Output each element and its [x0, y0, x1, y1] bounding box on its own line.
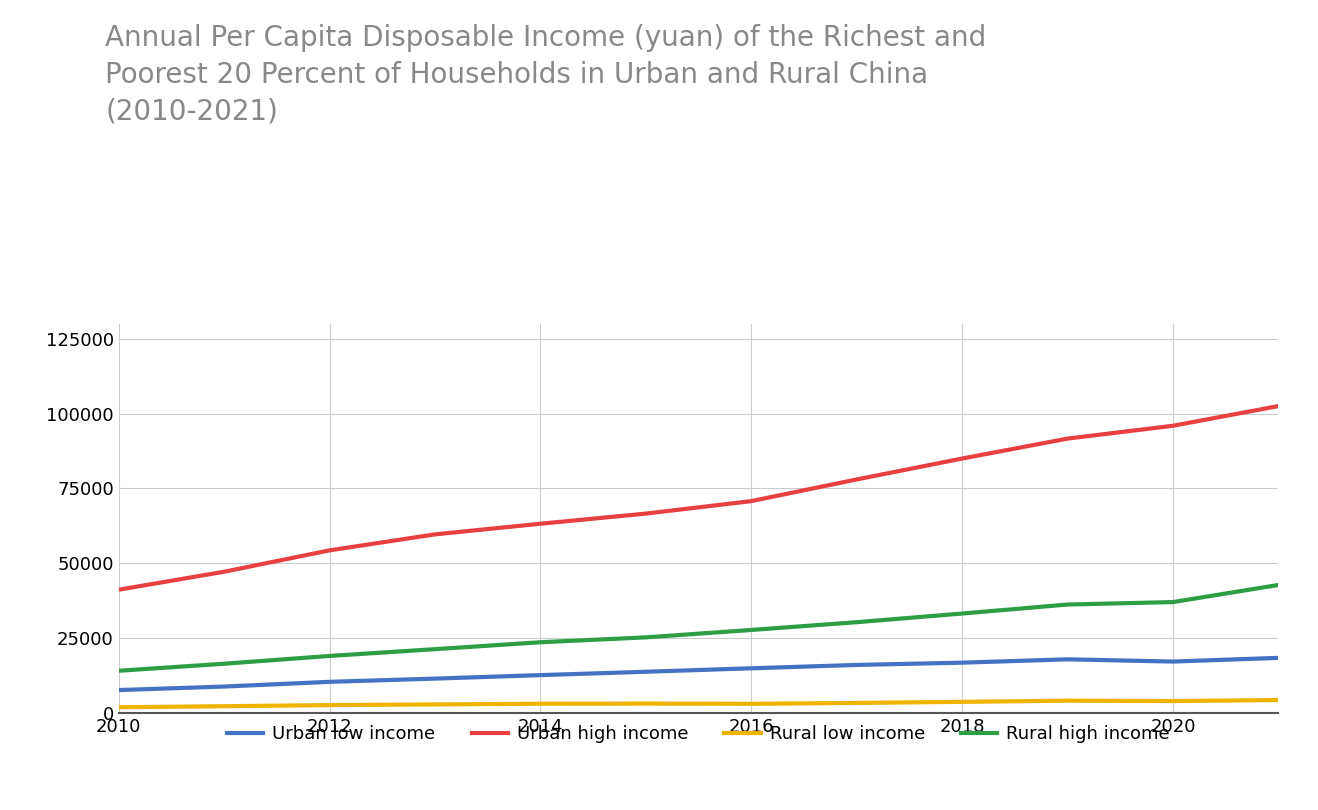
- Urban low income: [849, 660, 865, 670]
- Rural high income: [427, 644, 443, 654]
- Rural low income: [427, 700, 443, 710]
- Urban high income: [849, 475, 865, 484]
- Rural low income: [743, 699, 759, 709]
- Line: Urban low income: Urban low income: [119, 658, 1278, 690]
- Rural low income: [638, 699, 654, 709]
- Urban low income: [638, 667, 654, 676]
- Urban low income: [111, 685, 127, 695]
- Urban low income: [1060, 654, 1075, 664]
- Line: Rural high income: Rural high income: [119, 585, 1278, 671]
- Legend: Urban low income, Urban high income, Rural low income, Rural high income: Urban low income, Urban high income, Rur…: [220, 718, 1177, 750]
- Urban high income: [1271, 401, 1286, 411]
- Rural high income: [322, 651, 337, 661]
- Urban low income: [1271, 653, 1286, 663]
- Line: Rural low income: Rural low income: [119, 700, 1278, 707]
- Text: Annual Per Capita Disposable Income (yuan) of the Richest and
Poorest 20 Percent: Annual Per Capita Disposable Income (yua…: [105, 24, 987, 126]
- Rural high income: [849, 617, 865, 627]
- Urban low income: [322, 677, 337, 687]
- Urban low income: [1165, 657, 1181, 667]
- Line: Urban high income: Urban high income: [119, 406, 1278, 590]
- Urban high income: [954, 454, 970, 463]
- Rural low income: [532, 699, 548, 709]
- Rural high income: [216, 659, 232, 668]
- Urban low income: [216, 682, 232, 692]
- Rural low income: [111, 702, 127, 712]
- Urban low income: [954, 658, 970, 667]
- Rural low income: [1271, 695, 1286, 705]
- Rural high income: [111, 666, 127, 676]
- Rural high income: [1165, 597, 1181, 607]
- Rural high income: [954, 608, 970, 618]
- Urban high income: [216, 567, 232, 577]
- Urban high income: [638, 509, 654, 518]
- Urban high income: [427, 530, 443, 539]
- Urban high income: [743, 497, 759, 506]
- Rural high income: [638, 633, 654, 642]
- Rural low income: [216, 701, 232, 711]
- Urban high income: [111, 585, 127, 595]
- Rural high income: [743, 625, 759, 635]
- Urban low income: [427, 674, 443, 684]
- Urban high income: [322, 545, 337, 555]
- Rural low income: [849, 698, 865, 708]
- Rural high income: [532, 637, 548, 647]
- Rural high income: [1271, 580, 1286, 590]
- Urban high income: [1060, 433, 1075, 443]
- Rural low income: [954, 697, 970, 706]
- Urban high income: [1165, 421, 1181, 431]
- Rural low income: [1165, 697, 1181, 706]
- Rural high income: [1060, 599, 1075, 609]
- Urban high income: [532, 519, 548, 529]
- Rural low income: [322, 700, 337, 710]
- Urban low income: [743, 663, 759, 673]
- Urban low income: [532, 670, 548, 680]
- Rural low income: [1060, 696, 1075, 706]
